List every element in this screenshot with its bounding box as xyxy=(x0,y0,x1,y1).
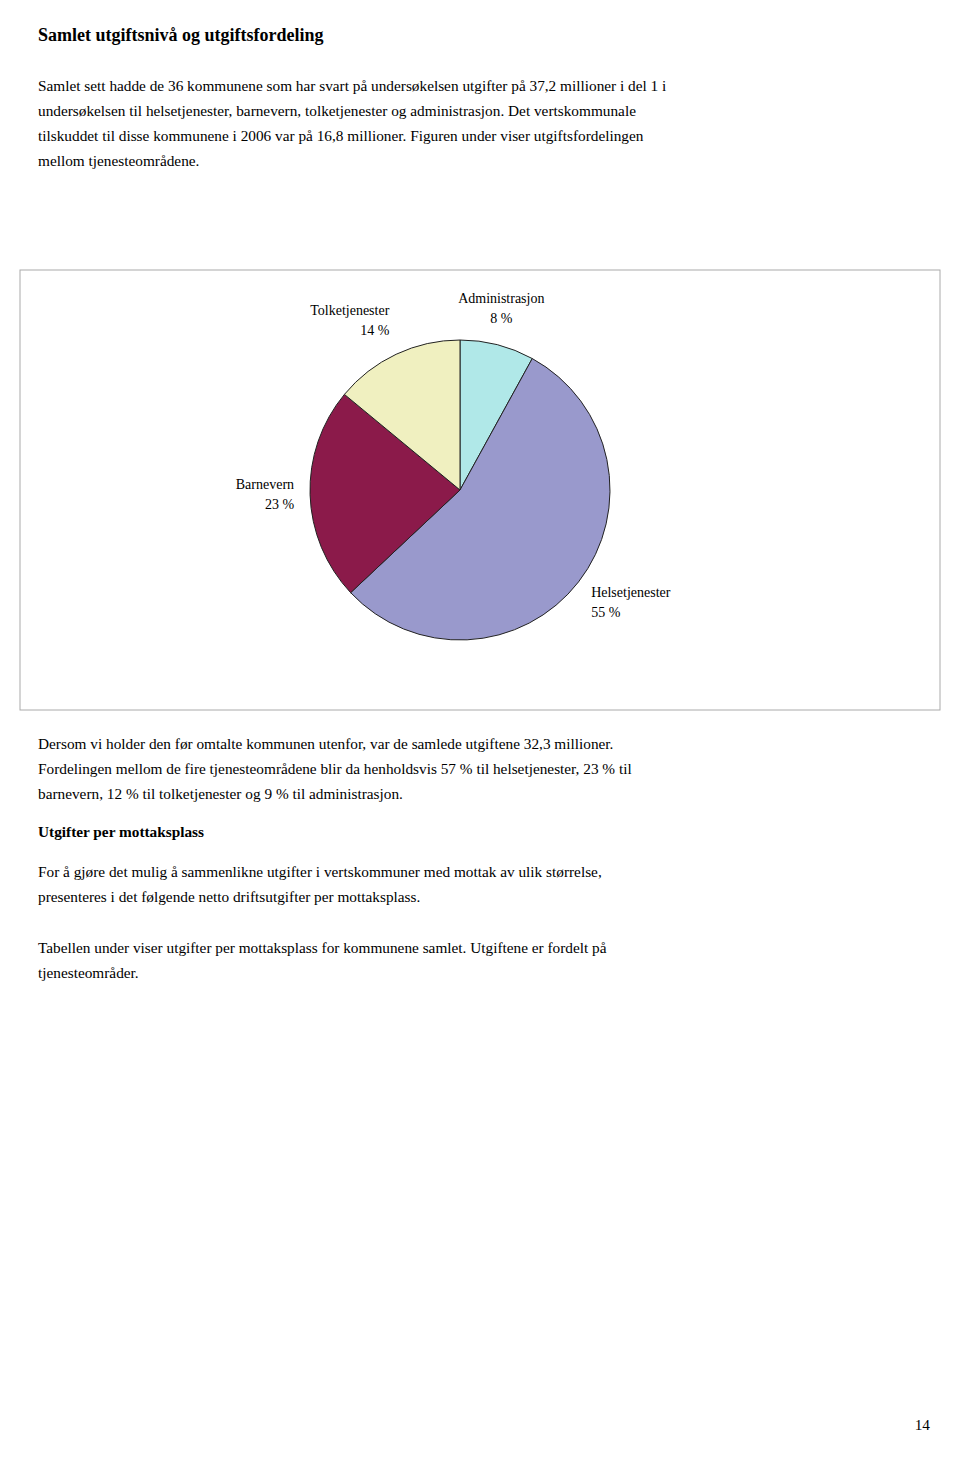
page: Samlet utgiftsnivå og utgiftsfordeling Sa… xyxy=(0,0,960,1458)
slice-labels: Administrasjon 8 % Helsetjenester 55 % Barne… xyxy=(236,291,671,620)
data-label: 8 % xyxy=(490,311,513,326)
paragraph: Dersom vi holder den før omtalte kommune… xyxy=(38,735,632,802)
pie-slice xyxy=(344,340,460,490)
chart-frame xyxy=(20,270,940,710)
slice-category: Administrasjon xyxy=(458,291,544,306)
background xyxy=(0,0,960,1458)
data-label: 14 % xyxy=(360,323,390,338)
slice-category: Barnevern xyxy=(236,477,294,492)
slice-category: Helsetjenester xyxy=(591,585,671,600)
title: Samlet utgiftsnivå og utgiftsfordeling xyxy=(38,25,324,45)
slice-category: Tolketjenester xyxy=(310,303,389,318)
paragraph: Tabellen under viser utgifter per mottak… xyxy=(38,939,607,981)
paragraph: For å gjøre det mulig å sammenlikne utgi… xyxy=(38,863,602,905)
data-label: 23 % xyxy=(265,497,295,512)
heading: Utgifter per mottaksplass xyxy=(38,823,204,840)
page-number: 14 xyxy=(915,1416,931,1433)
pie xyxy=(310,340,610,640)
paragraph: Samlet sett hadde de 36 kommunene som ha… xyxy=(38,77,666,169)
data-label: 55 % xyxy=(591,605,621,620)
